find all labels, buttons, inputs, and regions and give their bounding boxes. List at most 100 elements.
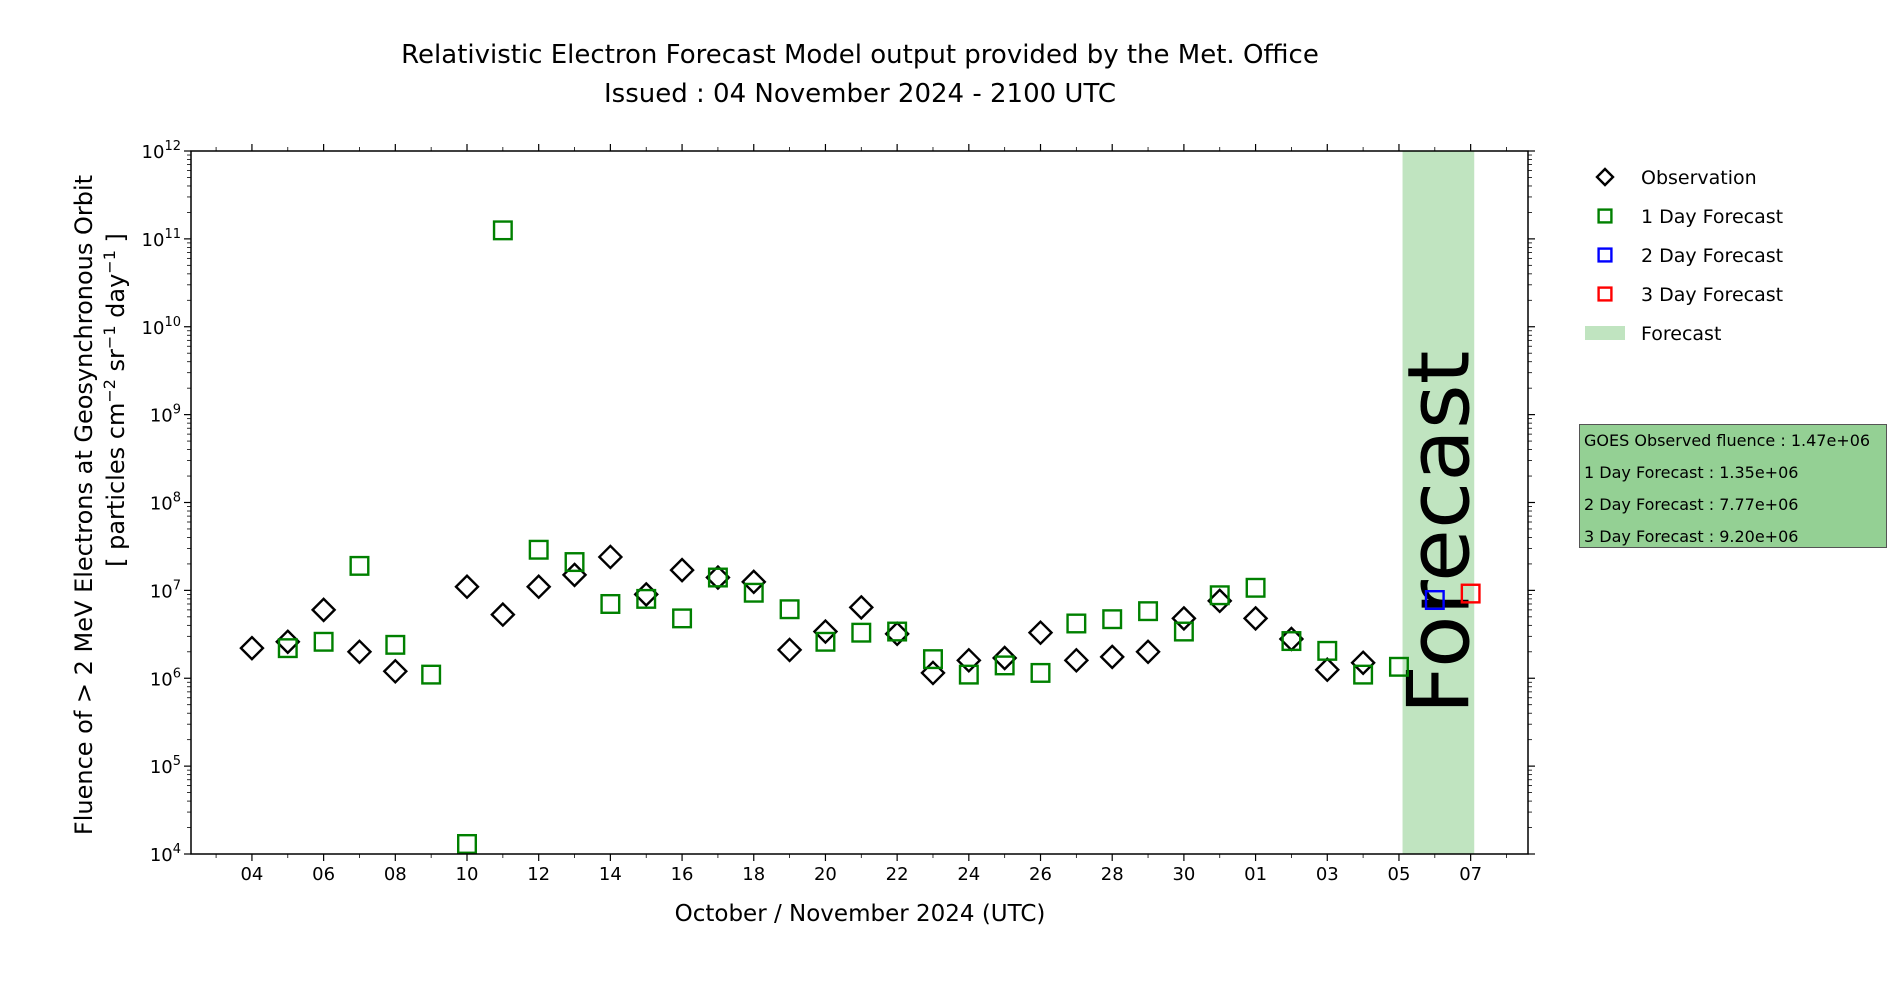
observation-point: [275, 629, 301, 655]
1-day-forecast-point: [1209, 585, 1230, 606]
1-day-forecast-point: [1388, 656, 1409, 677]
observation-point: [1063, 647, 1090, 674]
forecast-shade: [1402, 151, 1475, 854]
x-tick-label: 24: [957, 864, 980, 885]
chart-title-line1: Relativistic Electron Forecast Model out…: [401, 40, 1319, 70]
1-day-forecast-point: [528, 539, 549, 560]
legend-3-day-forecast-marker: [1597, 286, 1613, 302]
x-tick-label: 18: [742, 864, 765, 885]
1-day-forecast-point: [636, 588, 657, 609]
1-day-forecast-point: [672, 608, 693, 629]
x-tick-label: 01: [1244, 864, 1267, 885]
1-day-forecast-point: [743, 582, 764, 603]
x-tick-label: 07: [1459, 864, 1482, 885]
y-tick-label: 1012: [142, 139, 181, 163]
legend-forecast-swatch: [1585, 326, 1625, 340]
observation-point: [490, 601, 516, 628]
observation-point: [525, 574, 552, 600]
1-day-forecast-point: [1102, 609, 1123, 630]
1-day-forecast-point: [457, 833, 478, 854]
y-tick-label: 1010: [142, 315, 181, 339]
legend-3-day-forecast-label: 3 Day Forecast: [1641, 284, 1783, 306]
plot-frame: [190, 150, 1529, 855]
y-tick-label: 107: [150, 578, 181, 602]
x-tick-label: 04: [240, 864, 263, 885]
1-day-forecast-point: [922, 649, 943, 670]
legend: Observation 1 Day Forecast 2 Day Forecast 3…: [1585, 167, 1783, 345]
1-day-forecast-point: [421, 664, 442, 685]
observation-point: [597, 544, 624, 570]
observation-point: [1350, 650, 1376, 676]
1-day-forecast-point: [385, 634, 406, 655]
1-day-forecast-point: [492, 220, 513, 241]
x-tick-label: 05: [1388, 864, 1411, 885]
y-tick-label: 109: [150, 403, 181, 427]
legend-1-day-forecast-marker: [1597, 208, 1613, 224]
y-tick-label: 108: [150, 491, 181, 515]
observation-point: [1207, 588, 1233, 614]
observation-point: [1242, 605, 1269, 632]
observation-point: [346, 639, 373, 665]
x-tick-label: 16: [671, 864, 694, 885]
x-tick-label: 22: [886, 864, 909, 885]
x-tick-label: 10: [456, 864, 479, 885]
observation-point: [1027, 619, 1054, 646]
x-tick-label: 06: [312, 864, 335, 885]
1-day-forecast-point: [1353, 664, 1374, 685]
observation-point: [741, 569, 767, 595]
1-day-forecast-point: [958, 664, 979, 685]
legend-observation-label: Observation: [1641, 167, 1757, 189]
1-day-forecast-point: [277, 638, 298, 659]
day2-forecast-text: 2 Day Forecast : 7.77e+06: [1584, 495, 1799, 514]
observation-point: [956, 647, 982, 674]
observation-point: [454, 574, 480, 600]
observation-point: [382, 658, 409, 684]
1-day-forecast-point: [1138, 601, 1159, 622]
observation-point: [1135, 639, 1161, 665]
1-day-forecast-point: [707, 567, 728, 588]
fluence-summary-box: GOES Observed fluence : 1.47e+06 1 Day F…: [1579, 424, 1887, 548]
1-day-forecast-point: [1066, 613, 1087, 634]
observed-fluence-text: GOES Observed fluence : 1.47e+06: [1584, 431, 1871, 450]
1-day-forecast-point: [1317, 640, 1338, 661]
1-day-forecast-point: [887, 621, 908, 642]
x-axis-label: October / November 2024 (UTC): [675, 901, 1046, 927]
1-day-forecast-point: [1173, 621, 1194, 642]
y-axis-label-line1: Fluence of > 2 MeV Electrons at Geosynch…: [70, 175, 98, 835]
observation-point: [812, 618, 839, 645]
legend-1-day-forecast-label: 1 Day Forecast: [1641, 206, 1783, 228]
x-tick-label: 26: [1029, 864, 1052, 885]
2-day-forecast-point: [1424, 590, 1445, 611]
legend-2-day-forecast-marker: [1597, 247, 1613, 263]
observation-point: [310, 597, 337, 623]
1-day-forecast-point: [1030, 662, 1051, 683]
observation-point: [884, 621, 910, 647]
1-day-forecast-point: [1281, 631, 1302, 652]
observation-point: [991, 645, 1018, 671]
observation-point: [776, 637, 803, 663]
x-tick-label: 30: [1172, 864, 1195, 885]
1-day-forecast-point: [564, 552, 585, 573]
x-tick-label: 08: [384, 864, 407, 885]
legend-observation-marker: [1595, 167, 1615, 187]
x-tick-label: 20: [814, 864, 837, 885]
legend-forecast-label: Forecast: [1641, 323, 1721, 345]
observation-point: [1099, 644, 1125, 670]
data-markers: [239, 220, 1481, 854]
1-day-forecast-point: [994, 655, 1015, 676]
1-day-forecast-point: [349, 555, 370, 576]
observation-point: [1171, 605, 1197, 632]
x-tick-label: 14: [599, 864, 622, 885]
forecast-shade-label: Forecast: [1389, 351, 1489, 715]
1-day-forecast-point: [815, 631, 836, 652]
x-tick-label: 28: [1101, 864, 1124, 885]
y-tick-label: 106: [150, 666, 181, 690]
y-tick-label: 1011: [142, 227, 181, 251]
x-tick-label: 12: [527, 864, 550, 885]
y-tick-label: 105: [150, 754, 181, 778]
1-day-forecast-point: [851, 622, 872, 643]
day1-forecast-text: 1 Day Forecast : 1.35e+06: [1584, 463, 1799, 482]
y-axis-label-line2: [ particles cm−2 sr−1 day−1 ]: [100, 233, 130, 567]
1-day-forecast-point: [600, 593, 621, 614]
